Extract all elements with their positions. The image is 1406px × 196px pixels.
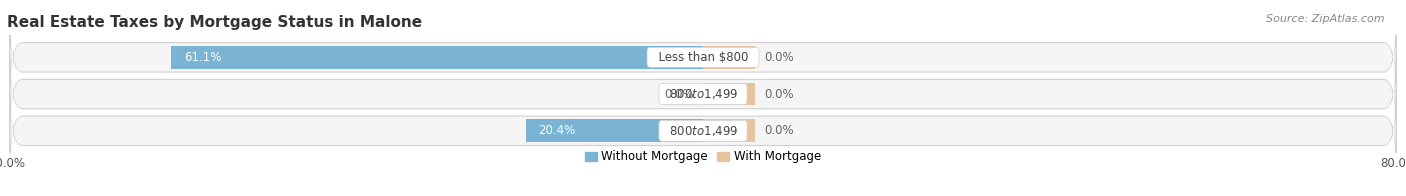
FancyBboxPatch shape — [11, 27, 1395, 87]
Bar — [526, 119, 703, 142]
Text: Less than $800: Less than $800 — [651, 51, 755, 64]
Text: 0.0%: 0.0% — [763, 124, 793, 137]
Text: 0.0%: 0.0% — [665, 88, 695, 101]
Bar — [172, 46, 703, 69]
Text: $800 to $1,499: $800 to $1,499 — [662, 87, 744, 101]
Text: 0.0%: 0.0% — [763, 51, 793, 64]
Text: 0.0%: 0.0% — [763, 88, 793, 101]
FancyBboxPatch shape — [10, 54, 1396, 134]
FancyBboxPatch shape — [10, 90, 1396, 171]
Text: $800 to $1,499: $800 to $1,499 — [662, 124, 744, 138]
Text: Real Estate Taxes by Mortgage Status in Malone: Real Estate Taxes by Mortgage Status in … — [7, 15, 422, 30]
Legend: Without Mortgage, With Mortgage: Without Mortgage, With Mortgage — [581, 146, 825, 168]
Text: 61.1%: 61.1% — [184, 51, 222, 64]
Bar — [703, 46, 755, 69]
Text: 20.4%: 20.4% — [538, 124, 576, 137]
Text: Source: ZipAtlas.com: Source: ZipAtlas.com — [1267, 14, 1385, 24]
FancyBboxPatch shape — [10, 17, 1396, 98]
Bar — [703, 119, 755, 142]
Bar — [703, 83, 755, 105]
FancyBboxPatch shape — [11, 101, 1395, 161]
FancyBboxPatch shape — [11, 64, 1395, 124]
